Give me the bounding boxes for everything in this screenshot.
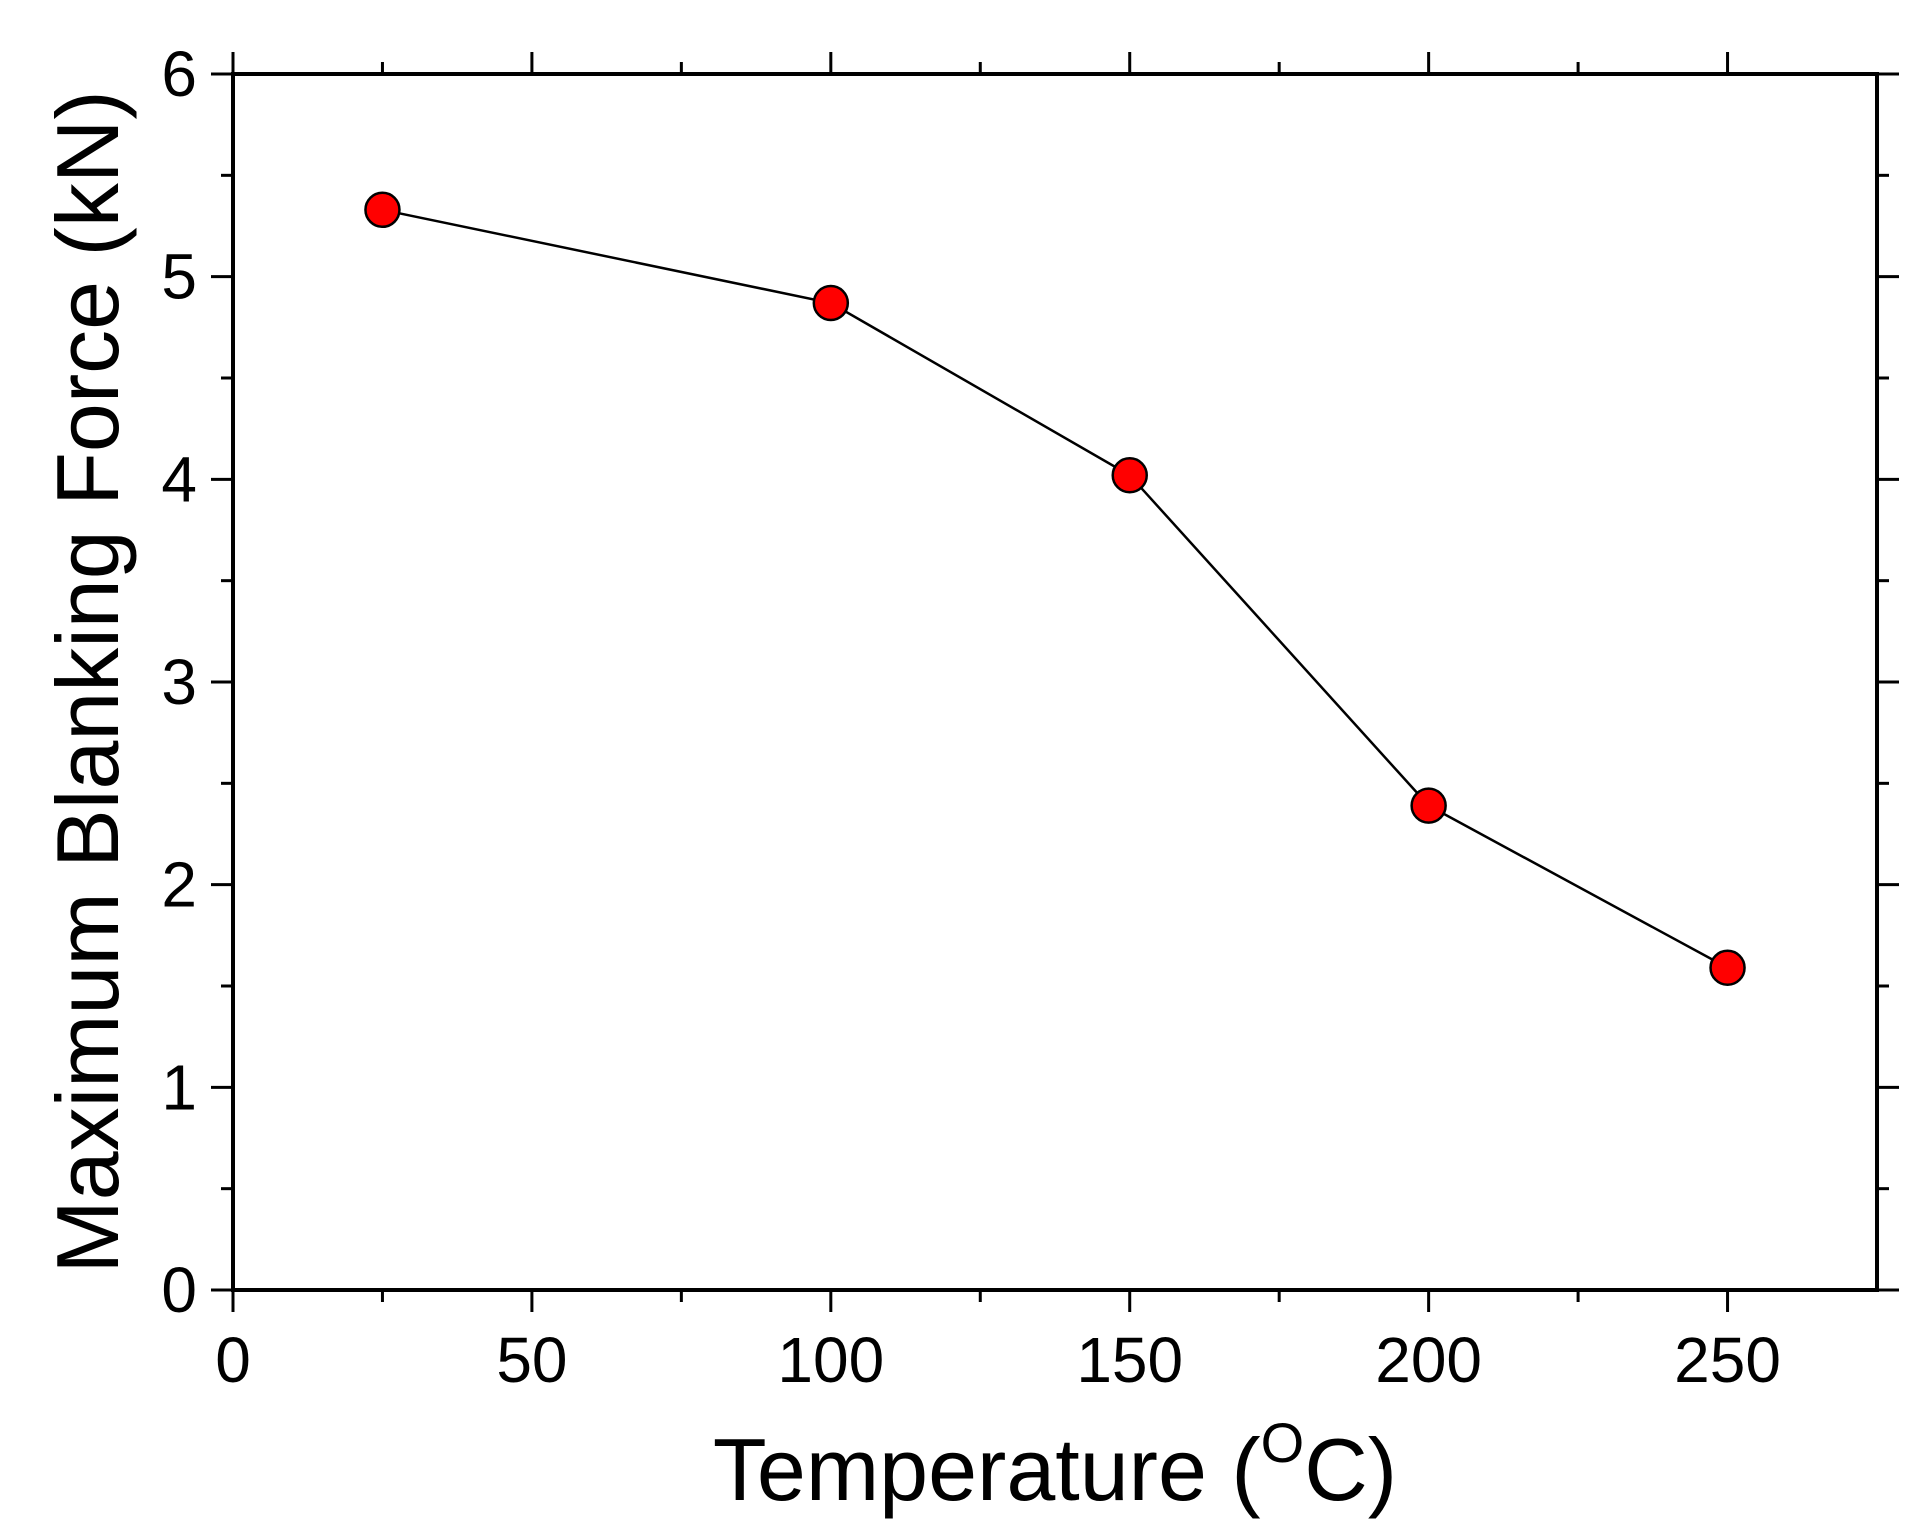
y-tick-label: 0 — [161, 1254, 197, 1326]
series-layer — [364, 191, 1746, 987]
y-axis-title: Maximum Blanking Force (kN) — [38, 90, 137, 1273]
x-axis-title: Temperature (OC) — [713, 1411, 1397, 1519]
y-tick-label: 6 — [161, 38, 197, 110]
data-point — [1111, 457, 1148, 494]
x-tick-label: 100 — [777, 1324, 884, 1396]
x-axis-title-main: Temperature ( — [713, 1420, 1261, 1519]
data-point — [1709, 949, 1746, 987]
data-point — [812, 284, 850, 322]
y-tick-label: 1 — [161, 1051, 197, 1123]
y-tick-label: 2 — [161, 849, 197, 921]
y-tick-label: 3 — [161, 646, 197, 718]
ticks-layer — [211, 52, 1899, 1312]
x-axis-title-superscript: O — [1261, 1411, 1305, 1474]
x-tick-label: 50 — [496, 1324, 567, 1396]
y-tick-label: 5 — [161, 241, 197, 313]
y-tick-labels: 0 1 2 3 4 5 6 — [161, 38, 197, 1326]
y-tick-label: 4 — [161, 443, 197, 515]
x-tick-label: 200 — [1375, 1324, 1482, 1396]
x-tick-labels: 0 50 100 150 200 250 — [215, 1324, 1781, 1396]
data-point — [364, 191, 401, 229]
x-axis-title-suffix: C) — [1304, 1420, 1397, 1519]
plot-area-frame — [231, 72, 1879, 1292]
x-tick-label: 250 — [1674, 1324, 1781, 1396]
series-line — [382, 208, 1729, 969]
x-tick-label: 150 — [1076, 1324, 1183, 1396]
data-point — [1410, 787, 1447, 824]
x-tick-label: 0 — [215, 1324, 251, 1396]
